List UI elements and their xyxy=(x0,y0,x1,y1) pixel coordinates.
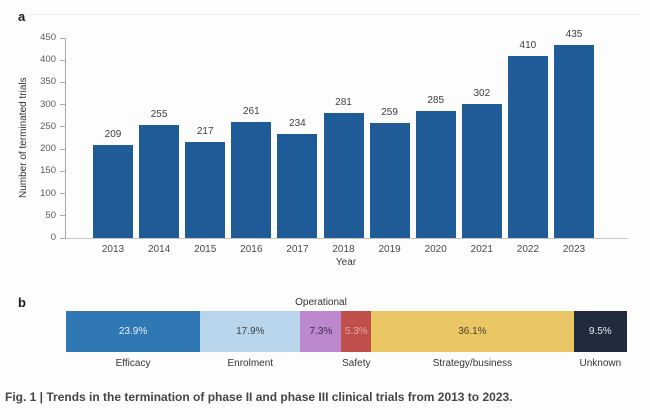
x-tick-label-2023: 2023 xyxy=(562,244,586,255)
x-tick-label-2017: 2017 xyxy=(286,244,309,255)
y-tick-mark xyxy=(60,126,65,128)
x-tick-label-2014: 2014 xyxy=(147,244,171,255)
y-tick-mark xyxy=(60,104,65,106)
segment-label-enrolment: Enrolment xyxy=(227,358,274,369)
bar-2023 xyxy=(554,44,594,238)
segment-operational: 7.3% xyxy=(300,311,342,352)
panel-b-label: b xyxy=(18,295,26,310)
y-tick-label: 50 xyxy=(45,209,56,221)
bar-2013 xyxy=(93,145,133,238)
y-tick-mark xyxy=(60,193,65,195)
top-divider xyxy=(28,14,640,15)
bar-value-label-2018: 281 xyxy=(335,97,352,109)
bar-value-label-2013: 209 xyxy=(104,129,122,141)
figure-caption: Fig. 1 | Trends in the termination of ph… xyxy=(5,390,513,404)
x-axis-title: Year xyxy=(335,257,357,268)
bar-value-label-2017: 234 xyxy=(289,118,306,129)
x-tick-label-2015: 2015 xyxy=(194,244,217,255)
bar-2015 xyxy=(185,141,226,238)
x-tick-label-2018: 2018 xyxy=(332,244,355,255)
x-tick-label-2013: 2013 xyxy=(101,244,125,255)
y-tick-label: 200 xyxy=(40,143,56,155)
y-tick-label: 300 xyxy=(40,98,56,110)
bar-value-label-2023: 435 xyxy=(565,28,583,40)
x-tick-label-2019: 2019 xyxy=(378,244,401,255)
bar-value-label-2021: 302 xyxy=(473,87,491,99)
stacked-bar-area: 23.9% Efficacy 17.9% Enrolment 7.3% Operation… xyxy=(66,297,627,369)
x-tick-label-2022: 2022 xyxy=(516,244,540,255)
bar-value-label-2015: 217 xyxy=(196,125,214,137)
segment-label-efficacy: Efficacy xyxy=(115,358,151,369)
y-tick-mark xyxy=(60,237,65,239)
segment-enrolment: 17.9% xyxy=(200,311,301,352)
y-tick-mark xyxy=(60,215,65,217)
bar-value-label-2016: 261 xyxy=(242,106,260,117)
segment-efficacy: 23.9% xyxy=(66,311,201,352)
bar-2018 xyxy=(323,113,364,238)
segment-label-operational: Operational xyxy=(295,297,347,308)
y-tick-label: 250 xyxy=(40,120,56,132)
y-tick-mark xyxy=(60,148,65,150)
bar-2014 xyxy=(139,124,180,238)
bar-plot-area: 0 50 100 150 200 250 300 350 400 450 209 2013 255 201… xyxy=(40,29,628,255)
y-tick-label: 350 xyxy=(40,76,56,88)
y-tick-label: 100 xyxy=(40,187,56,199)
x-tick-label-2016: 2016 xyxy=(240,244,263,255)
y-tick-mark xyxy=(60,170,65,172)
x-tick-label-2020: 2020 xyxy=(424,244,447,255)
bar-value-label-2014: 255 xyxy=(150,108,168,120)
bar-2020 xyxy=(415,111,456,238)
bar-2017 xyxy=(277,134,318,238)
bar-2022 xyxy=(507,55,548,238)
segment-label-strategy-business: Strategy/business xyxy=(432,358,513,369)
y-tick-label: 450 xyxy=(40,32,56,43)
y-tick-label: 400 xyxy=(40,54,56,66)
segment-label-unknown: Unknown xyxy=(579,358,622,369)
y-tick-mark xyxy=(60,81,65,83)
bar-2021 xyxy=(461,103,502,238)
y-axis-title: Number of terminated trials xyxy=(18,77,29,199)
panel-a-label: a xyxy=(18,9,26,24)
bar-value-label-2022: 410 xyxy=(519,39,537,51)
y-tick-label: 150 xyxy=(40,165,56,177)
bar-value-label-2020: 285 xyxy=(427,95,445,107)
segment-unknown: 9.5% xyxy=(573,311,627,352)
y-tick-label: 0 xyxy=(50,232,56,243)
bar-2019 xyxy=(369,122,410,238)
y-tick-mark xyxy=(60,59,65,61)
bar-value-label-2019: 259 xyxy=(381,106,398,118)
y-tick-mark xyxy=(60,37,65,39)
bar-2016 xyxy=(231,122,272,238)
segment-strategy-business: 36.1% xyxy=(371,311,574,352)
x-tick-label-2021: 2021 xyxy=(470,244,493,255)
segment-safety: 5.3% xyxy=(341,311,372,352)
segment-label-safety: Safety xyxy=(342,358,371,369)
